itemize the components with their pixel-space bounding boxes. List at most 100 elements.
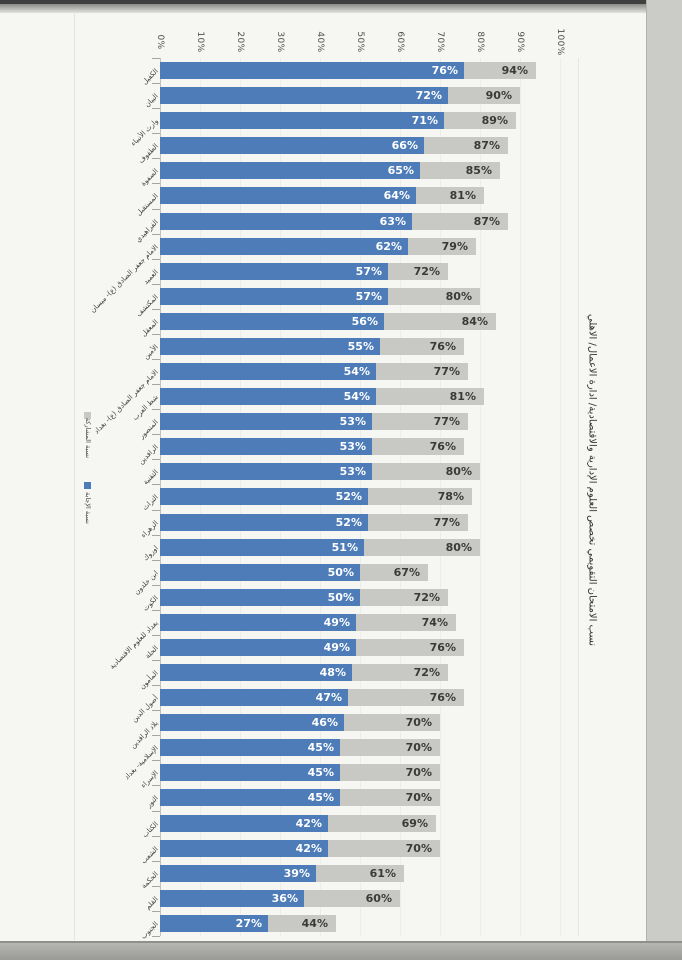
answer-bar <box>160 162 420 179</box>
answer-bar <box>160 463 372 480</box>
participation-value-label: 72% <box>413 265 440 278</box>
answer-bar <box>160 238 408 255</box>
answer-value-label: 54% <box>343 365 370 378</box>
category-label: الرافدين <box>137 443 160 466</box>
answer-bar <box>160 338 380 355</box>
answer-value-label: 54% <box>343 390 370 403</box>
answer-bar <box>160 388 376 405</box>
participation-value-label: 77% <box>433 365 460 378</box>
photo-top-edge <box>0 0 682 4</box>
participation-value-label: 70% <box>405 766 432 779</box>
category-axis-tick <box>152 58 160 59</box>
answer-bar <box>160 263 388 280</box>
axis-tick-label: 0% <box>155 34 165 50</box>
answer-bar <box>160 539 364 556</box>
category-label: المعقل <box>139 318 160 339</box>
participation-value-label: 60% <box>365 892 392 905</box>
category-axis-tick <box>152 284 160 285</box>
answer-value-label: 55% <box>347 340 374 353</box>
category-axis-tick <box>152 660 160 661</box>
category-label: المستقبل <box>134 192 160 218</box>
category-axis-tick <box>152 811 160 812</box>
category-axis-tick <box>152 936 160 937</box>
category-axis-tick <box>152 685 160 686</box>
category-label: الصفوة <box>139 167 160 188</box>
answer-value-label: 71% <box>411 114 438 127</box>
category-label: الطفوف <box>137 142 160 165</box>
participation-value-label: 80% <box>445 290 472 303</box>
answer-value-label: 45% <box>307 766 334 779</box>
category-label: المنصور <box>137 418 160 441</box>
category-axis-tick <box>152 259 160 260</box>
answer-bar <box>160 514 368 531</box>
category-axis-tick <box>152 209 160 210</box>
participation-value-label: 84% <box>461 315 488 328</box>
answer-value-label: 72% <box>415 89 442 102</box>
category-axis-tick <box>152 510 160 511</box>
answer-value-label: 42% <box>295 842 322 855</box>
answer-bar <box>160 689 348 706</box>
participation-value-label: 74% <box>421 616 448 629</box>
answer-bar <box>160 764 340 781</box>
axis-tick-label: 10% <box>195 31 205 53</box>
category-axis-tick <box>152 836 160 837</box>
answer-value-label: 63% <box>379 215 406 228</box>
category-axis-tick <box>152 234 160 235</box>
answer-value-label: 53% <box>339 415 366 428</box>
category-axis-tick <box>152 911 160 912</box>
answer-value-label: 45% <box>307 741 334 754</box>
category-axis-tick <box>152 459 160 460</box>
category-label: البيان <box>143 92 160 109</box>
participation-value-label: 77% <box>433 415 460 428</box>
answer-bar <box>160 614 356 631</box>
answer-bar <box>160 488 368 505</box>
category-axis-tick <box>152 158 160 159</box>
chart-title: نسب الامتحان التقويمي تخصص العلوم الإدار… <box>586 313 598 647</box>
category-axis-tick <box>152 309 160 310</box>
category-axis-tick <box>152 359 160 360</box>
participation-value-label: 70% <box>405 716 432 729</box>
answer-bar <box>160 187 416 204</box>
answer-value-label: 45% <box>307 791 334 804</box>
axis-tick-label: 30% <box>275 31 285 53</box>
axis-tick-label: 40% <box>315 31 325 53</box>
category-axis-tick <box>152 610 160 611</box>
legend-swatch-participation <box>84 412 91 419</box>
answer-bar <box>160 363 376 380</box>
category-axis-tick <box>152 484 160 485</box>
axis-tick-label: 70% <box>435 31 445 53</box>
category-axis-tick <box>152 560 160 561</box>
answer-bar <box>160 789 340 806</box>
answer-value-label: 66% <box>391 139 418 152</box>
photo-top-shadow <box>0 4 682 13</box>
answer-bar <box>160 213 412 230</box>
answer-value-label: 48% <box>319 666 346 679</box>
answer-bar <box>160 438 372 455</box>
answer-bar <box>160 112 444 129</box>
category-axis-tick <box>152 183 160 184</box>
answer-bar <box>160 815 328 832</box>
participation-value-label: 80% <box>445 541 472 554</box>
photo-bottom-margin <box>0 943 682 960</box>
category-label: الإسراء <box>139 769 160 790</box>
answer-value-label: 49% <box>323 616 350 629</box>
answer-bar <box>160 564 360 581</box>
answer-value-label: 64% <box>383 189 410 202</box>
grid-line <box>560 58 561 936</box>
participation-value-label: 90% <box>485 89 512 102</box>
category-label: النور <box>144 794 160 810</box>
answer-value-label: 27% <box>235 917 262 930</box>
answer-bar <box>160 664 352 681</box>
category-label: المكتشف <box>134 293 160 319</box>
answer-bar <box>160 62 464 79</box>
category-axis-tick <box>152 710 160 711</box>
participation-value-label: 67% <box>393 566 420 579</box>
answer-value-label: 42% <box>295 817 322 830</box>
category-axis-tick <box>152 585 160 586</box>
category-label: الحكمة <box>139 870 160 891</box>
chart-frame-right-border <box>578 58 579 936</box>
category-label: القلم <box>143 895 160 912</box>
answer-bar <box>160 890 304 907</box>
category-axis-tick <box>152 133 160 134</box>
answer-bar <box>160 589 360 606</box>
